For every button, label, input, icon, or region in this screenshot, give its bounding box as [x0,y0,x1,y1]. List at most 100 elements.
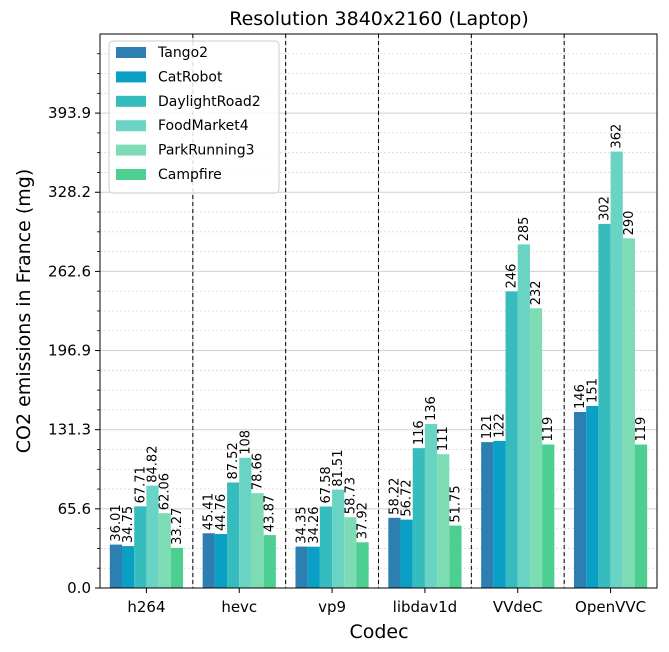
y-tick-label: 0.0 [67,579,91,597]
y-tick-label: 262.6 [48,262,91,280]
legend-label: CatRobot [158,69,223,85]
bar-value-label: 81.51 [331,450,346,487]
bar [412,448,425,588]
bar [529,308,543,588]
bar-value-label: 232 [529,280,544,305]
bar-value-label: 362 [610,124,625,149]
bar [634,444,648,588]
x-tick-label: hevc [221,598,257,616]
bar [437,454,450,588]
bar [307,546,320,588]
bar [449,525,462,588]
y-tick-label: 65.6 [58,500,91,518]
y-axis-ticks: 0.0 65.6 131.3 196.9 262.6 328.2 393.9 [48,53,100,597]
bar-value-label: 151 [585,378,600,403]
y-tick-label: 393.9 [48,104,91,122]
bar-value-label: 34.75 [121,506,136,543]
bar [263,535,276,588]
bar [202,533,215,588]
x-tick-label: vp9 [318,598,346,616]
bar [586,405,599,588]
bar [610,151,623,588]
y-tick-label: 131.3 [48,421,91,439]
bar-value-label: 58.22 [387,478,402,515]
bars [109,151,648,589]
bar-value-label: 34.35 [295,506,310,543]
bar [295,546,308,588]
bar [109,544,123,588]
bar-value-label: 37.92 [356,502,371,539]
bar-value-label: 44.76 [214,494,229,531]
bar [517,244,530,588]
bar [356,542,369,588]
legend-swatch [116,120,146,132]
chart-title: Resolution 3840x2160 (Laptop) [229,8,529,30]
x-tick-label: VVdeC [493,598,543,616]
bar [146,485,159,588]
bar [332,489,345,588]
bar [573,411,587,588]
legend-box [108,40,280,194]
bar [598,223,611,589]
bar-value-label: 56.72 [400,479,415,516]
bar-value-label: 58.73 [343,477,358,514]
bar-value-label: 45.41 [202,493,217,530]
legend: Tango2 CatRobot DaylightRoad2 FoodMarket4 Pa… [108,40,280,194]
bar-value-label: 136 [424,396,439,421]
bar [251,493,264,588]
bar-value-label: 302 [597,196,612,221]
legend-swatch [116,144,146,156]
x-tick-label: OpenVVC [575,598,646,616]
x-axis-ticks: h264 hevc vp9 libdav1d VVdeC OpenVVC [127,588,646,616]
bar [505,291,518,588]
bar [134,506,147,588]
bar [542,444,555,588]
bar-value-label: 34.26 [307,506,322,543]
bar [170,547,184,588]
y-tick-label: 328.2 [48,183,91,201]
legend-label: DaylightRoad2 [158,94,261,110]
bar-value-label: 62.06 [158,473,173,510]
bar-value-label: 43.87 [263,495,278,532]
bar-value-label: 121 [480,414,495,439]
bar-value-label: 67.58 [319,466,334,503]
bar [424,424,438,588]
bar [158,513,171,588]
bar-value-label: 87.52 [226,442,241,479]
legend-swatch [116,47,146,58]
bar-value-label: 116 [412,420,427,445]
bar-value-label: 119 [541,417,556,442]
bar [344,517,357,588]
bar-value-label: 285 [517,217,532,242]
bar [239,457,252,588]
bar [319,506,333,588]
bar-value-label: 33.27 [170,508,185,545]
y-axis-title: CO2 emissions in France (mg) [13,169,35,453]
x-tick-label: libdav1d [393,598,458,616]
legend-swatch [116,95,146,107]
bar [122,546,135,588]
bar [400,519,413,588]
bar-value-label: 122 [492,413,507,438]
bar [388,517,401,588]
bar [493,440,506,588]
legend-label: ParkRunning3 [158,143,255,159]
bar-value-label: 119 [634,417,649,442]
bar-value-label: 84.82 [146,446,161,483]
bar-value-label: 78.66 [251,453,266,490]
legend-swatch [116,71,146,83]
x-axis-title: Codec [349,621,408,643]
bar-value-label: 36.01 [109,504,124,541]
bar [227,482,240,588]
bar-value-label: 290 [622,211,637,236]
bar [622,238,635,589]
bar [481,442,494,588]
x-tick-label: h264 [127,598,165,616]
bar-value-label: 67.71 [133,466,148,503]
legend-label: Tango2 [157,45,208,61]
bar [214,534,228,588]
legend-label: Campfire [158,167,222,183]
bar-value-label: 146 [573,384,588,409]
